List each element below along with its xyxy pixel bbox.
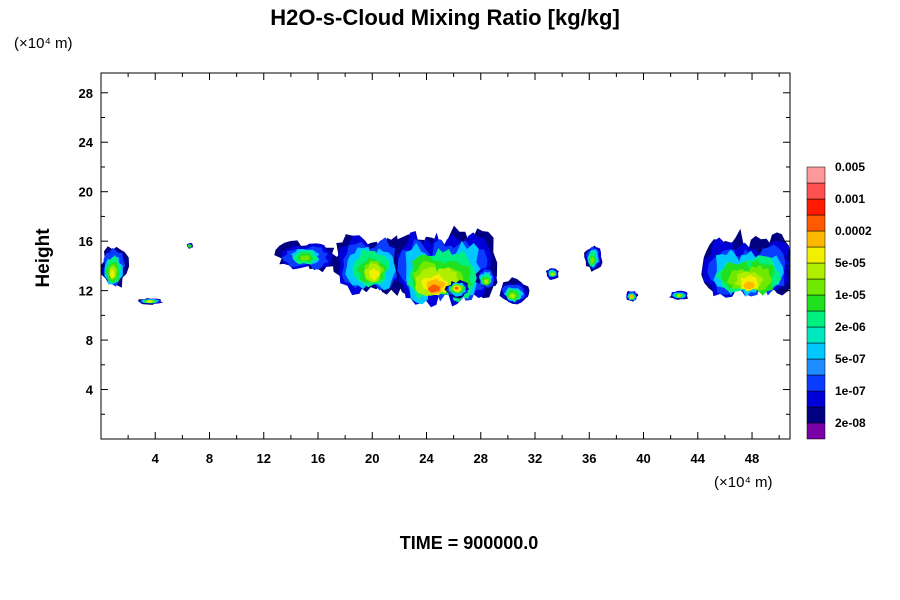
colorbar-swatch [806,358,826,376]
y-tick-label: 16 [79,234,93,249]
colorbar: 2e-08 1e-07 5e-07 2e-06 1e-05 5e-05 0.0002 0.00… [806,160,872,440]
cloud-contour [590,256,595,264]
colorbar-label: 5e-05 [835,256,866,270]
cloud-contour [147,300,153,303]
cloud-contour [427,284,441,293]
y-axis: 4 8 12 16 20 24 28 [79,86,790,415]
cloud-region [545,268,559,280]
y-tick-label: 20 [79,185,93,200]
y-axis-label: Height [33,228,54,288]
x-tick-label: 12 [257,451,271,466]
cloud-field [101,225,790,308]
cloud-region [101,246,130,288]
plot-frame [100,72,791,440]
cloud-region [701,228,790,298]
cloud-contour [454,286,459,290]
cloud-contour [484,279,488,284]
cloud-region [499,277,530,305]
cloud-region [626,290,638,302]
cloud-contour [550,272,555,276]
x-tick-label: 24 [419,451,434,466]
y-tick-label: 12 [79,284,93,299]
y-tick-label: 8 [86,333,93,348]
cloud-region [475,266,498,290]
x-tick-label: 20 [365,451,379,466]
time-caption: TIME = 900000.0 [400,533,539,553]
cloud-contour [629,295,634,298]
colorbar-label: 1e-07 [835,384,866,398]
colorbar-swatch [806,326,826,344]
cloud-contour [369,268,380,281]
cloud-contour [110,269,115,279]
cloud-region [332,234,405,296]
y-unit-label: (×10⁴ m) [14,35,73,52]
colorbar-label: 2e-06 [835,320,866,334]
colorbar-label: 1e-05 [835,288,866,302]
chart-title: H2O-s-Cloud Mixing Ratio [kg/kg] [270,5,620,30]
colorbar-swatch [806,310,826,328]
colorbar-swatch [806,278,826,296]
colorbar-label: 0.0002 [835,224,872,238]
x-tick-label: 8 [206,451,213,466]
colorbar-swatch [806,214,826,232]
colorbar-swatch [806,342,826,360]
colorbar-swatch [806,230,826,248]
cloud-contour [187,244,192,248]
x-unit-label: (×10⁴ m) [714,474,773,491]
colorbar-label: 2e-08 [835,416,866,430]
x-tick-label: 48 [745,451,759,466]
cloud-region [444,279,469,299]
cloud-contour [677,293,681,298]
cloud-region [669,290,688,300]
y-tick-label: 28 [79,86,93,101]
cloud-region [274,240,338,273]
colorbar-swatch [806,166,826,184]
cloud-contour [743,281,756,290]
x-tick-label: 32 [528,451,542,466]
cloud-region [393,225,498,308]
colorbar-swatch [806,422,826,440]
colorbar-swatch [806,246,826,264]
x-tick-label: 36 [582,451,596,466]
cloud-region [137,298,164,305]
x-tick-label: 28 [474,451,488,466]
colorbar-swatch [806,390,826,408]
x-tick-label: 44 [691,451,706,466]
colorbar-swatch [806,198,826,216]
colorbar-swatch [806,262,826,280]
x-tick-label: 40 [636,451,650,466]
cloud-contour [509,293,516,299]
x-tick-label: 16 [311,451,325,466]
x-axis: 4 8 12 16 20 24 28 32 36 40 44 48 [127,73,780,466]
colorbar-label: 0.005 [835,160,865,174]
colorbar-swatch [806,294,826,312]
colorbar-label: 5e-07 [835,352,866,366]
y-tick-label: 4 [86,383,94,398]
colorbar-swatch [806,406,826,424]
colorbar-label: 0.001 [835,192,865,206]
colorbar-swatch [806,182,826,200]
cloud-region [584,245,603,272]
x-tick-label: 4 [152,451,160,466]
y-tick-label: 24 [79,135,94,150]
colorbar-swatch [806,374,826,392]
cloud-contour [299,255,310,261]
cloud-region [186,243,194,249]
